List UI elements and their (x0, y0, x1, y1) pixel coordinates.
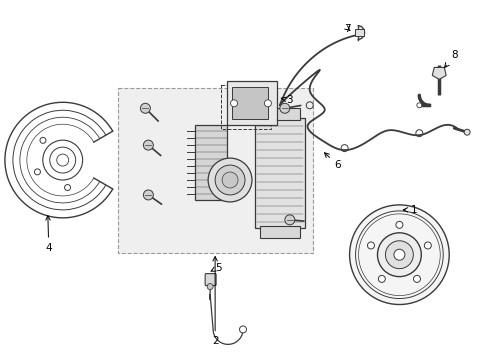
FancyBboxPatch shape (195, 125, 227, 200)
Circle shape (144, 190, 153, 200)
Bar (119, 88, 313, 253)
Circle shape (424, 242, 431, 249)
FancyBboxPatch shape (205, 274, 216, 285)
FancyBboxPatch shape (227, 81, 277, 125)
Circle shape (378, 275, 385, 282)
Circle shape (208, 158, 252, 202)
Text: 5: 5 (211, 263, 221, 273)
Circle shape (394, 249, 405, 260)
Polygon shape (432, 67, 446, 80)
Text: 3: 3 (281, 95, 293, 105)
FancyBboxPatch shape (260, 108, 300, 120)
FancyBboxPatch shape (232, 87, 268, 119)
Circle shape (141, 103, 150, 113)
Circle shape (240, 326, 246, 333)
Circle shape (215, 165, 245, 195)
Text: 1: 1 (403, 205, 417, 215)
Text: 8: 8 (444, 50, 458, 67)
Circle shape (417, 103, 422, 108)
Text: 4: 4 (46, 216, 52, 253)
Circle shape (207, 284, 213, 289)
FancyBboxPatch shape (255, 118, 305, 228)
Text: 7: 7 (344, 24, 351, 33)
Circle shape (377, 233, 421, 276)
Text: 6: 6 (324, 153, 341, 170)
FancyBboxPatch shape (260, 226, 300, 238)
Circle shape (280, 103, 290, 113)
Circle shape (414, 275, 420, 282)
Text: 2: 2 (212, 257, 219, 346)
Circle shape (368, 242, 374, 249)
Circle shape (231, 100, 238, 107)
FancyBboxPatch shape (355, 29, 364, 36)
Circle shape (265, 100, 271, 107)
Circle shape (386, 241, 414, 269)
Circle shape (285, 215, 295, 225)
Circle shape (144, 140, 153, 150)
Circle shape (464, 129, 470, 135)
Circle shape (349, 205, 449, 305)
Circle shape (222, 172, 238, 188)
Circle shape (396, 221, 403, 228)
